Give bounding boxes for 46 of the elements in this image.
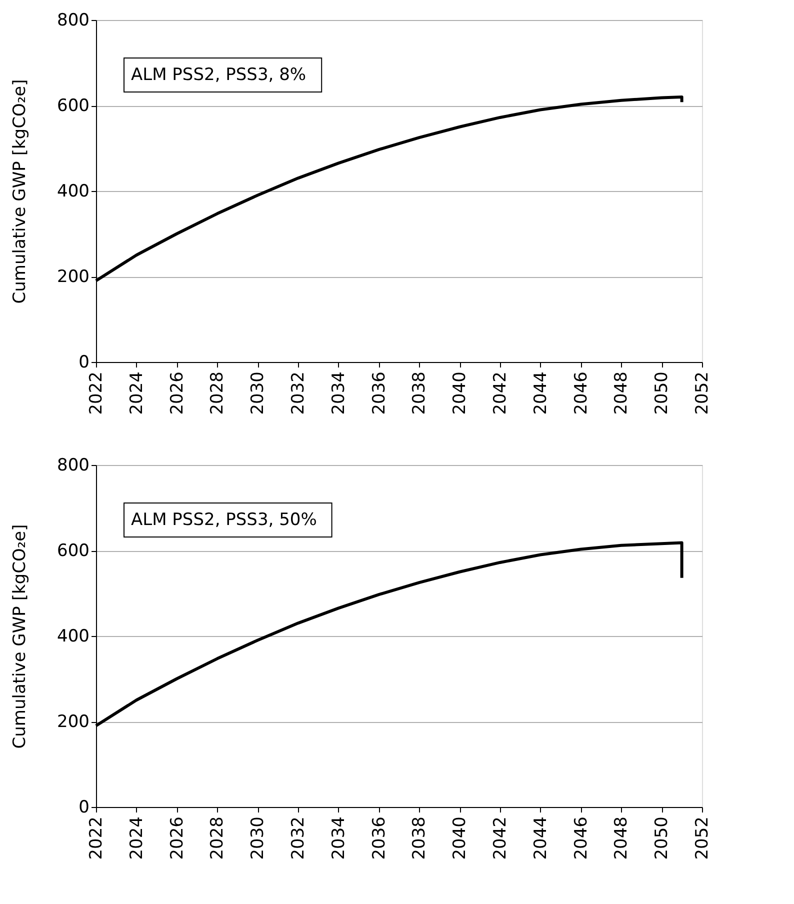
x-tick-label: 2052 bbox=[692, 816, 712, 860]
x-tick-label: 2050 bbox=[652, 816, 672, 860]
y-tick-label: 0 bbox=[78, 798, 90, 818]
y-tick-label: 600 bbox=[57, 541, 90, 561]
y-tick-label: 0 bbox=[78, 352, 90, 372]
x-tick-label: 2046 bbox=[571, 816, 592, 860]
x-tick-label: 2024 bbox=[126, 816, 147, 860]
x-tick-label: 2042 bbox=[490, 816, 510, 860]
x-tick-label: 2044 bbox=[530, 816, 551, 860]
x-tick-label: 2032 bbox=[288, 816, 308, 860]
x-tick-label: 2036 bbox=[369, 816, 390, 860]
x-tick-label: 2052 bbox=[692, 372, 712, 415]
x-tick-label: 2022 bbox=[86, 372, 106, 415]
y-tick-label: 400 bbox=[57, 182, 90, 202]
y-tick-label: 800 bbox=[57, 456, 90, 476]
x-tick-label: 2044 bbox=[530, 372, 551, 415]
y-tick-label: 800 bbox=[57, 10, 90, 30]
x-tick-label: 2022 bbox=[86, 816, 106, 860]
x-tick-label: 2024 bbox=[126, 372, 147, 415]
x-tick-label: 2048 bbox=[612, 372, 632, 415]
x-tick-label: 2034 bbox=[328, 816, 349, 860]
y-axis-title: Cumulative GWP [kgCO₂e] bbox=[10, 524, 30, 749]
y-tick-label: 600 bbox=[57, 96, 90, 116]
x-tick-label: 2042 bbox=[490, 372, 510, 415]
x-tick-label: 2030 bbox=[248, 816, 268, 860]
x-tick-label: 2040 bbox=[450, 372, 470, 415]
x-tick-label: 2028 bbox=[208, 816, 228, 860]
x-tick-label: 2048 bbox=[612, 816, 632, 860]
x-tick-label: 2036 bbox=[369, 372, 390, 415]
x-tick-label: 2040 bbox=[450, 816, 470, 860]
y-tick-label: 200 bbox=[57, 267, 90, 287]
y-axis-title: Cumulative GWP [kgCO₂e] bbox=[10, 79, 30, 304]
x-tick-label: 2026 bbox=[167, 372, 188, 415]
annotation: ALM PSS2, PSS3, 50% bbox=[131, 510, 317, 530]
y-tick-label: 400 bbox=[57, 626, 90, 646]
x-tick-label: 2030 bbox=[248, 372, 268, 415]
x-tick-label: 2034 bbox=[328, 372, 349, 415]
y-tick-label: 200 bbox=[57, 712, 90, 732]
annotation: ALM PSS2, PSS3, 8% bbox=[131, 65, 306, 85]
x-tick-label: 2050 bbox=[652, 372, 672, 415]
x-tick-label: 2032 bbox=[288, 372, 308, 415]
x-tick-label: 2028 bbox=[208, 372, 228, 415]
x-tick-label: 2026 bbox=[167, 816, 188, 860]
x-tick-label: 2038 bbox=[410, 372, 430, 415]
x-tick-label: 2038 bbox=[410, 816, 430, 860]
x-tick-label: 2046 bbox=[571, 372, 592, 415]
